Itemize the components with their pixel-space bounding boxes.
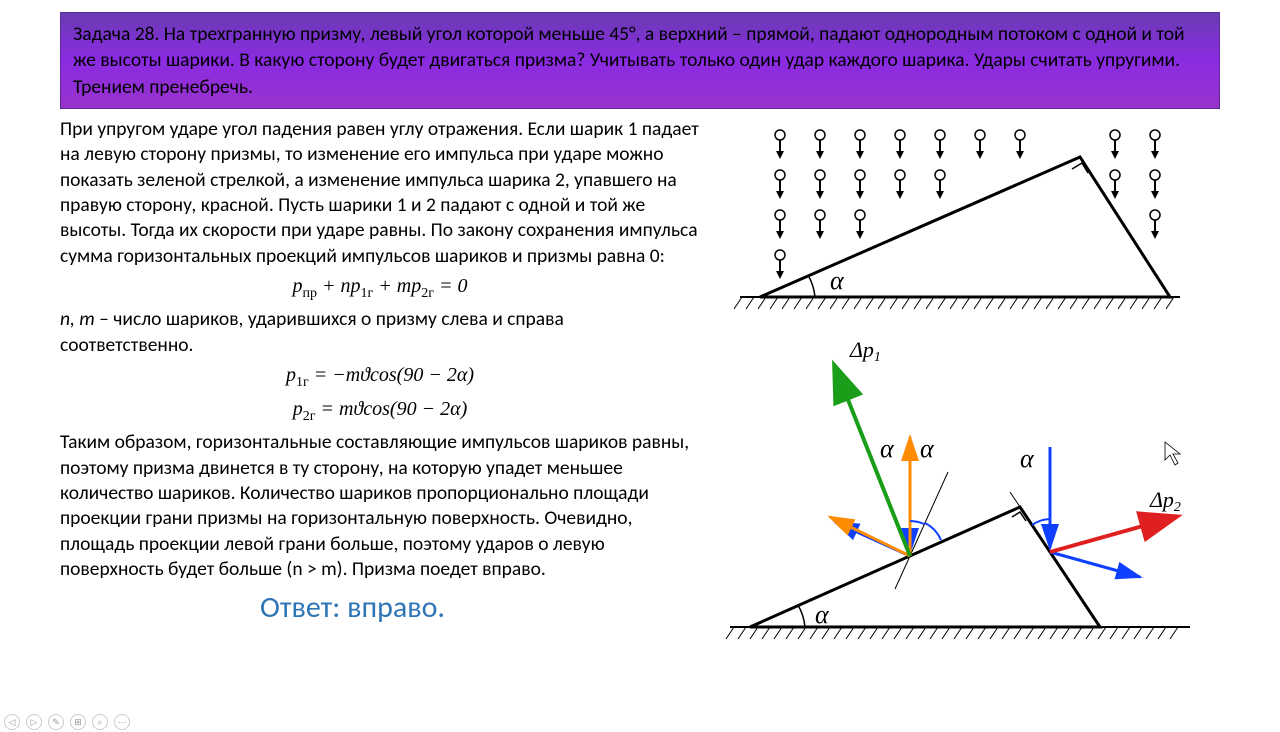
solution-text: При упругом ударе угол падения равен угл… bbox=[60, 117, 700, 647]
dp1-label: Δp1 bbox=[849, 337, 881, 365]
toolbar-prev-icon[interactable]: ◁ bbox=[4, 714, 20, 730]
paragraph-1: При упругом ударе угол падения равен угл… bbox=[60, 117, 700, 269]
dp2-label: Δp2 bbox=[1149, 487, 1181, 515]
toolbar-pen-icon[interactable]: ✎ bbox=[48, 714, 64, 730]
diagram-top: α bbox=[720, 117, 1190, 327]
diagram-bottom: α α α Δp1 bbox=[720, 327, 1200, 647]
formula-2b: p2г = mϑcos(90 − 2α) bbox=[60, 396, 700, 426]
toolbar-zoom-icon[interactable]: ⌕ bbox=[92, 714, 108, 730]
toolbar-more-icon[interactable]: ⋯ bbox=[114, 714, 130, 730]
formula-1: pпр + np1г + mp2г = 0 bbox=[60, 273, 700, 303]
alpha-2: α bbox=[1020, 444, 1035, 473]
answer: Ответ: вправо. bbox=[260, 588, 700, 627]
alpha-1a: α bbox=[880, 434, 895, 463]
toolbar-view-icon[interactable]: ⊞ bbox=[70, 714, 86, 730]
problem-text: Задача 28. На трехгранную призму, левый … bbox=[73, 22, 1185, 99]
formula-2a: p1г = −mϑcos(90 − 2α) bbox=[60, 362, 700, 392]
toolbar-next-icon[interactable]: ▷ bbox=[26, 714, 42, 730]
alpha-label-top: α bbox=[830, 266, 845, 295]
falling-balls bbox=[775, 130, 1160, 279]
problem-header: Задача 28. На трехгранную призму, левый … bbox=[60, 12, 1220, 109]
content-area: При упругом ударе угол падения равен угл… bbox=[60, 117, 1220, 647]
paragraph-2: n, m – число шариков, ударившихся о приз… bbox=[60, 307, 700, 358]
alpha-bottom: α bbox=[815, 600, 830, 629]
cursor-icon bbox=[1165, 442, 1180, 465]
paragraph-3: Таким образом, горизонтальные составляющ… bbox=[60, 430, 700, 582]
alpha-1b: α bbox=[920, 434, 935, 463]
bottom-toolbar: ◁ ▷ ✎ ⊞ ⌕ ⋯ bbox=[4, 714, 130, 730]
diagrams: α bbox=[720, 117, 1220, 647]
